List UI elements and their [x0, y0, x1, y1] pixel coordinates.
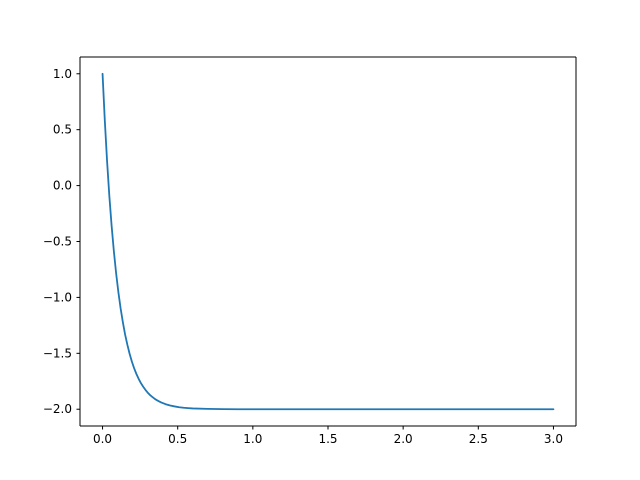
x-tick-label: 0.5: [168, 432, 187, 446]
x-tick-label: 1.0: [243, 432, 262, 446]
x-tick-label: 2.0: [394, 432, 413, 446]
y-tick-label: 1.0: [53, 67, 72, 81]
data-series-group: [101, 72, 555, 411]
y-tick-label: −0.5: [43, 235, 72, 249]
y-tick-label: 0.0: [53, 179, 72, 193]
y-tick-label: 0.5: [53, 123, 72, 137]
y-tick-label: −1.0: [43, 290, 72, 304]
y-tick-label: −1.5: [43, 346, 72, 360]
x-tick-label: 3.0: [544, 432, 563, 446]
x-tick-label: 2.5: [469, 432, 488, 446]
data-line-0: [101, 72, 555, 411]
y-axis-ticks: 1.0 0.5 0.0 −0.5 −1.0 −1.5 −2.0: [43, 67, 80, 416]
axes-background: [80, 57, 576, 426]
x-axis-ticks: 0.0 0.5 1.0 1.5 2.0 2.5 3.0: [93, 426, 563, 446]
y-tick-label: −2.0: [43, 402, 72, 416]
x-tick-label: 1.5: [318, 432, 337, 446]
x-tick-label: 0.0: [93, 432, 112, 446]
